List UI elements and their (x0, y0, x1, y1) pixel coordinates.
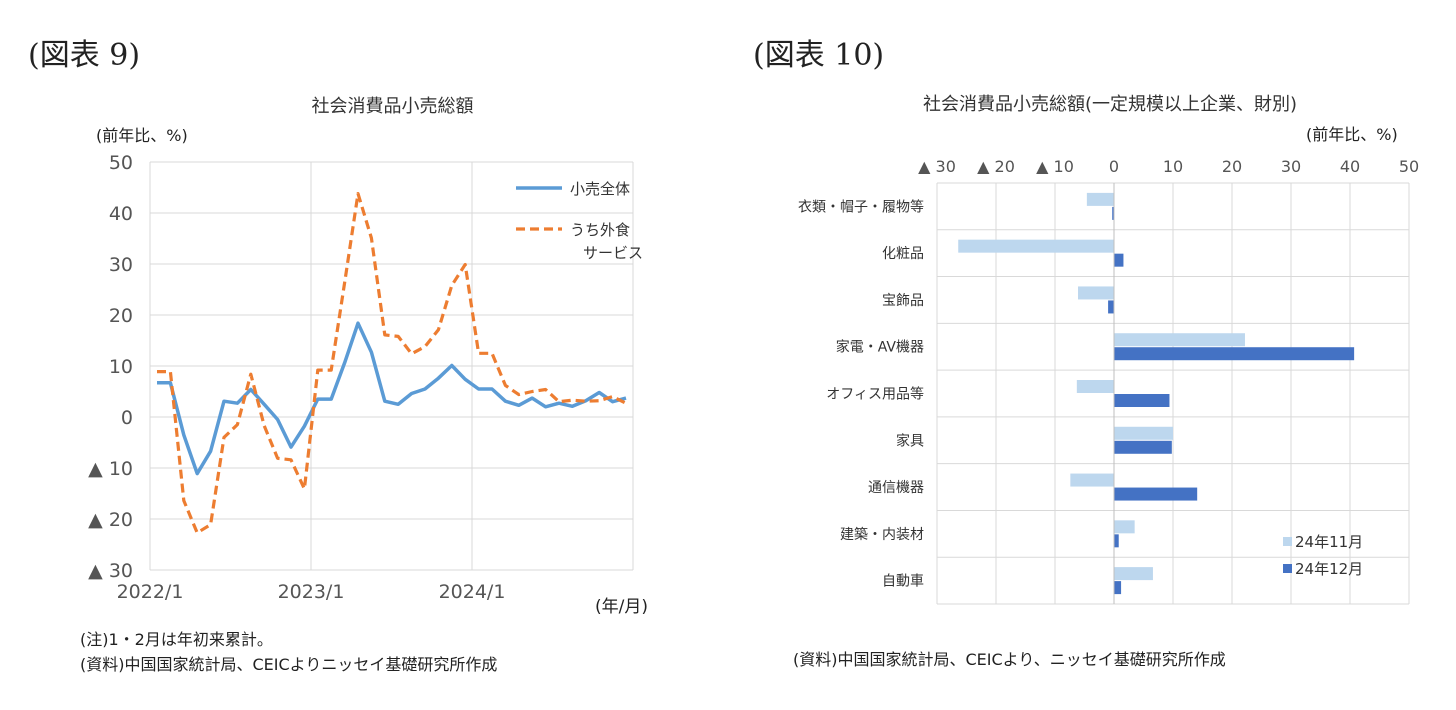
chart2-bar-dec (1114, 440, 1172, 454)
chart2-unit-label: (前年比、%) (1306, 125, 1398, 144)
chart2-category-label: オフィス用品等 (826, 386, 924, 403)
chart2-source: (資料)中国国家統計局、CEICより、ニッセイ基礎研究所作成 (793, 650, 1226, 669)
chart2-category-label: 建築・内装材 (840, 527, 924, 543)
chart2-bar-nov (1076, 380, 1114, 393)
chart1-unit-label: (前年比、%) (96, 126, 188, 145)
chart2-bar-nov (1114, 426, 1173, 440)
chart1-ytick-label: 0 (121, 407, 133, 429)
chart2-bar-nov (1114, 333, 1245, 347)
chart1-legend-label-1: 小売全体 (570, 180, 630, 198)
chart2-bar-nov (1114, 567, 1153, 581)
chart2-bar-dec (1114, 253, 1124, 267)
chart2-bar-dec (1114, 347, 1355, 361)
chart2-xtick-label: 50 (1399, 157, 1419, 176)
chart2-xtick-label: 20 (1222, 157, 1242, 176)
chart1-xtick-label: 2022/1 (117, 581, 184, 603)
chart1-ytick-label: ▲ 20 (88, 509, 133, 531)
chart2-xtick-label: ▲ 10 (1036, 157, 1074, 176)
figure-10-label: (図表 10) (753, 38, 885, 73)
chart1-series-line-2 (157, 192, 627, 535)
chart2-legend-swatch-2 (1283, 564, 1292, 573)
chart1-series-line-1 (157, 321, 627, 476)
chart1-x-unit-label: (年/月) (595, 597, 648, 617)
figure-9-label: (図表 9) (28, 38, 141, 73)
chart1-legend-label-2a: うち外食 (570, 221, 630, 239)
chart2-category-label: 自動車 (882, 573, 924, 590)
chart2-legend-swatch-1 (1283, 537, 1292, 546)
chart2-category-label: 衣類・帽子・履物等 (798, 198, 924, 215)
chart2-xtick-label: ▲ 20 (977, 157, 1015, 176)
chart2-title: 社会消費品小売総額(一定規模以上企業、財別) (922, 94, 1298, 115)
chart2-bar-dec (1114, 394, 1170, 407)
chart2-category-label: 家具 (896, 432, 924, 449)
chart2-legend-label-2: 24年12月 (1295, 560, 1363, 578)
chart2-bar-dec (1114, 487, 1198, 501)
chart2-bar-nov (958, 239, 1114, 253)
chart2-category-label: 化粧品 (882, 246, 924, 262)
chart1-ytick-label: 20 (109, 305, 133, 327)
chart2-bar-dec (1114, 534, 1119, 548)
chart1-ytick-label: 10 (109, 356, 133, 378)
chart2-bar-nov (1114, 520, 1135, 534)
chart1-note: (注)1・2月は年初来累計。 (80, 630, 273, 649)
chart2-category-label: 家電・AV機器 (836, 339, 924, 356)
chart1-ytick-label: 40 (109, 203, 133, 225)
chart1-legend-label-2b: サービス (583, 244, 643, 262)
chart2-bar-dec (1114, 581, 1122, 595)
chart2-xtick-label: 40 (1340, 157, 1360, 176)
chart1-ytick-label: ▲ 30 (88, 560, 133, 582)
chart1-ytick-label: ▲ 10 (88, 458, 133, 480)
chart2-category-label: 通信機器 (868, 480, 924, 496)
chart2-category-label: 宝飾品 (882, 293, 924, 309)
chart2-xtick-label: 0 (1109, 157, 1119, 176)
chart1-xtick-label: 2023/1 (278, 581, 345, 603)
chart2-bar-nov (1070, 473, 1114, 487)
chart2-xtick-label: 30 (1281, 157, 1301, 176)
chart2-xtick-label: ▲ 30 (918, 157, 956, 176)
chart2-bar-dec (1108, 300, 1114, 314)
chart1-source: (資料)中国国家統計局、CEICよりニッセイ基礎研究所作成 (80, 655, 498, 674)
chart2-bar-nov (1086, 192, 1114, 206)
chart1-title: 社会消費品小売総額 (311, 96, 474, 117)
chart1-ytick-label: 30 (109, 254, 133, 276)
chart2-bar-nov (1078, 286, 1114, 300)
chart2-bar-dec (1112, 206, 1114, 220)
chart1-ytick-label: 50 (109, 152, 133, 174)
chart1-xtick-label: 2024/1 (439, 581, 506, 603)
chart2-legend-label-1: 24年11月 (1295, 533, 1363, 551)
chart2-xtick-label: 10 (1163, 157, 1183, 176)
